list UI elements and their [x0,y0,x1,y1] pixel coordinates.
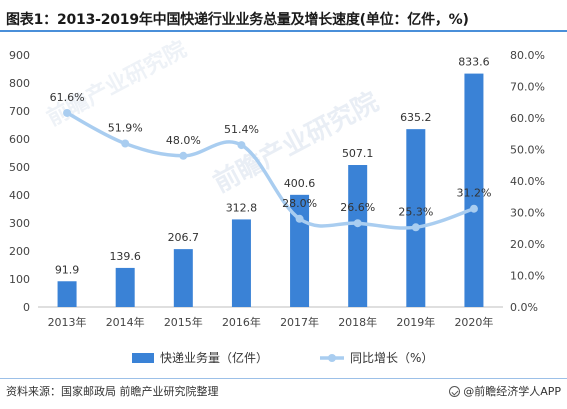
y-right-tick-label: 50.0% [510,144,545,157]
source-note: 资料来源：国家邮政局 前瞻产业研究院整理 [6,385,219,398]
growth-value-label: 28.0% [282,197,317,210]
bar [115,267,135,307]
growth-point [237,141,246,150]
growth-value-label: 25.3% [398,205,433,218]
brand-text: @前瞻经济学人APP [463,385,561,398]
growth-point [63,108,72,117]
y-left-tick-label: 0 [23,301,30,314]
bar [57,281,77,307]
y-left-tick-label: 300 [9,217,30,230]
x-tick-label: 2015年 [164,315,203,329]
growth-value-label: 48.0% [166,134,201,147]
legend-line-label: 同比增长（%） [350,351,433,365]
x-tick-label: 2019年 [396,315,435,329]
legend-bar-label: 快递业务量（亿件） [160,350,268,365]
growth-value-label: 51.9% [108,122,143,135]
y-right-tick-label: 10.0% [510,270,545,283]
growth-point [353,219,362,228]
x-tick-label: 2018年 [338,315,377,329]
y-left-tick-label: 200 [9,245,30,258]
y-right-tick-label: 60.0% [510,112,545,125]
growth-point [295,214,304,223]
y-left-tick-label: 700 [9,105,30,118]
growth-value-label: 61.6% [50,91,85,104]
y-right-tick-label: 30.0% [510,207,545,220]
chart-title: 图表1：2013-2019年中国快递行业业务总量及增长速度(单位：亿件，%) [6,12,469,28]
bar [348,165,368,307]
bar [173,249,193,307]
bar [406,129,426,307]
brand-credit: @前瞻经济学人APP [449,383,561,399]
x-tick-label: 2020年 [454,315,493,329]
growth-point [179,151,188,160]
growth-point [469,204,478,213]
bar [231,219,251,307]
brand-logo-icon [449,385,461,397]
legend-bar-swatch [132,353,154,363]
x-tick-label: 2014年 [106,315,145,329]
y-right-tick-label: 80.0% [510,49,545,62]
y-left-tick-label: 900 [9,49,30,62]
y-right-tick-label: 0.0% [510,301,538,314]
y-left-tick-label: 500 [9,161,30,174]
footer-divider [0,378,567,379]
bar-value-label: 833.6 [458,56,490,69]
bar-value-label: 206.7 [168,231,200,244]
growth-line [65,111,476,230]
watermark-text: 前瞻产业研究院 [43,36,191,131]
bar-value-label: 139.6 [109,250,141,263]
growth-value-label: 26.6% [340,201,375,214]
y-right-tick-label: 20.0% [510,238,545,251]
growth-point [121,139,130,148]
bar-value-label: 312.8 [226,201,258,214]
y-right-tick-label: 40.0% [510,175,545,188]
x-tick-label: 2013年 [48,315,87,329]
growth-value-label: 31.2% [456,187,491,200]
y-left-tick-label: 600 [9,133,30,146]
bar-value-label: 635.2 [400,111,432,124]
growth-point [411,223,420,232]
title-divider [0,30,567,32]
y-right-tick-label: 70.0% [510,81,545,94]
x-tick-label: 2016年 [222,315,261,329]
bar-value-label: 91.9 [55,263,80,276]
y-left-tick-label: 100 [9,273,30,286]
growth-value-label: 51.4% [224,123,259,136]
y-left-tick-label: 400 [9,189,30,202]
bar-value-label: 400.6 [284,177,316,190]
legend-line-marker [328,354,336,362]
y-left-tick-label: 800 [9,77,30,90]
bar-value-label: 507.1 [342,147,374,160]
x-tick-label: 2017年 [280,315,319,329]
bar [464,73,484,307]
